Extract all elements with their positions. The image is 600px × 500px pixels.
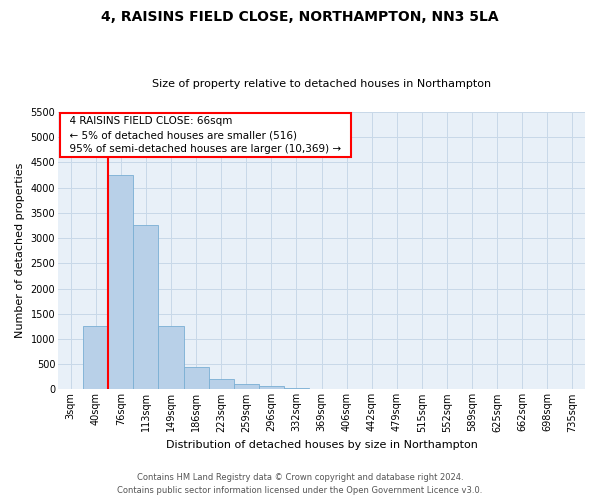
X-axis label: Distribution of detached houses by size in Northampton: Distribution of detached houses by size … (166, 440, 478, 450)
Bar (133, 226, 158, 390)
Bar (184, 366, 209, 390)
Bar (284, 388, 309, 390)
Bar (83, 326, 108, 390)
Bar (108, 175, 133, 390)
Text: 4, RAISINS FIELD CLOSE, NORTHAMPTON, NN3 5LA: 4, RAISINS FIELD CLOSE, NORTHAMPTON, NN3… (101, 10, 499, 24)
Text: Contains HM Land Registry data © Crown copyright and database right 2024.
Contai: Contains HM Land Registry data © Crown c… (118, 474, 482, 495)
Bar (234, 384, 259, 390)
Text: 4 RAISINS FIELD CLOSE: 66sqm  
  ← 5% of detached houses are smaller (516)  
  9: 4 RAISINS FIELD CLOSE: 66sqm ← 5% of det… (64, 116, 348, 154)
Y-axis label: Number of detached properties: Number of detached properties (15, 163, 25, 338)
Bar (158, 326, 184, 390)
Title: Size of property relative to detached houses in Northampton: Size of property relative to detached ho… (152, 79, 491, 89)
Bar (259, 386, 284, 390)
Bar (209, 380, 234, 390)
